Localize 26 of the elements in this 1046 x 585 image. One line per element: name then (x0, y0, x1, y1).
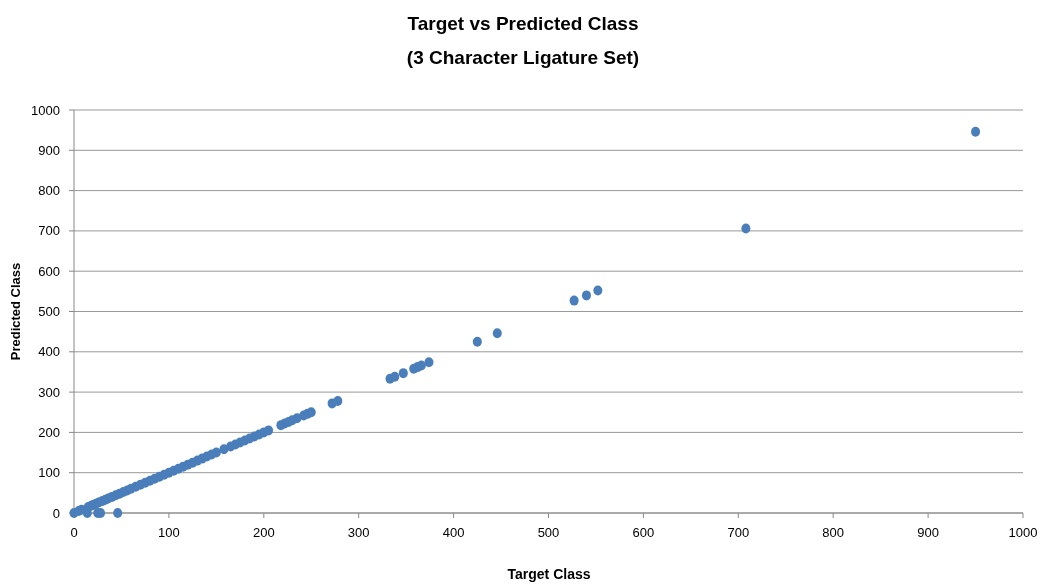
x-tick-label: 100 (158, 525, 180, 540)
x-tick-label: 500 (537, 525, 560, 540)
x-axis-title: Target Class (507, 566, 591, 582)
y-tick-label: 900 (38, 142, 60, 158)
y-axis-title: Predicted Class (8, 262, 23, 361)
x-tick-label: 700 (727, 525, 750, 540)
y-tick-label: 200 (38, 424, 60, 440)
y-tick-label: 1000 (31, 102, 60, 118)
chart-subtitle: (3 Character Ligature Set) (406, 47, 640, 68)
y-tick-label: 600 (38, 263, 60, 279)
y-tick-label: 400 (38, 344, 60, 360)
x-tick-label: 600 (632, 525, 655, 540)
x-tick-label: 400 (442, 525, 465, 540)
y-tick-label: 100 (38, 465, 60, 481)
chart-title: Target vs Predicted Class (407, 13, 639, 34)
x-tick-label: 800 (822, 525, 845, 540)
x-tick-label: 0 (70, 525, 78, 540)
y-tick-label: 800 (38, 183, 60, 199)
y-tick-label: 700 (38, 223, 60, 239)
x-tick-label: 200 (252, 525, 275, 540)
x-tick-label: 300 (347, 525, 370, 540)
y-tick-label: 0 (52, 505, 60, 521)
x-tick-label: 900 (917, 525, 939, 540)
y-tick-label: 300 (38, 384, 60, 400)
x-tick-label: 1000 (1008, 525, 1038, 540)
y-tick-label: 500 (38, 304, 60, 320)
